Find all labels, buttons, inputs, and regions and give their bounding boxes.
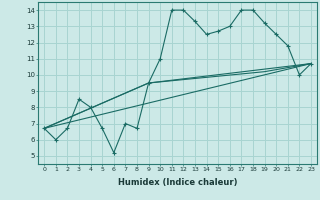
- X-axis label: Humidex (Indice chaleur): Humidex (Indice chaleur): [118, 178, 237, 187]
